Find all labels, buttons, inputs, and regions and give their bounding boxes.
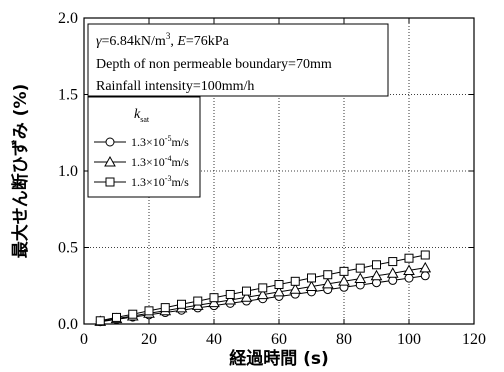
x-tick-label: 80 [336,331,352,348]
data-point-square [242,286,251,296]
legend-entry-2-exp: -4 [165,154,172,163]
gamma-symbol: γ [96,34,102,49]
legend-entry-1-exp: -5 [165,134,172,143]
x-tick-label: 100 [397,331,421,348]
data-point-square [258,283,268,293]
data-point-square [355,263,365,273]
data-point-triangle [419,261,432,273]
data-point-square [193,296,203,306]
E-symbol: E [176,34,186,49]
legend-entry-3-unit: m/s [171,175,189,189]
annotation-separator: , [170,34,177,49]
data-point-square [95,316,105,326]
annotation-box: γ=6.84kN/m3, E=76kPa Depth of non permea… [87,23,389,97]
y-axis-title: 最大せん断ひずみ (%) [10,84,31,259]
annotation-line-3: Rainfall intensity=100mm/h [96,79,254,94]
y-tick-label: 2.0 [58,10,78,27]
data-point-square [160,303,170,313]
gamma-exponent: 3 [166,31,171,41]
legend-entry-2-label: 1.3×10-4m/s [131,154,189,169]
data-point-triangle [240,291,253,302]
legend-markers [94,137,126,187]
data-point-square [177,299,186,309]
data-point-triangle [305,280,318,292]
x-tick-label: 20 [141,331,157,348]
x-axis-title: 経過時間 (s) [229,348,329,369]
data-point-triangle [321,277,334,289]
y-tick-label: 1.5 [58,87,78,104]
data-point-square [388,257,398,267]
data-point-square [420,250,430,260]
legend-entry-3-exp: -3 [165,174,172,183]
axis-ticks: 0 20 40 60 80 100 120 0.0 0.5 1.0 1.5 2.0 [58,10,486,348]
data-point-triangle [256,288,269,300]
legend: ksat 1.3×10-5m/s 1.3×10-4m/s 1.3×10-3m/s [87,96,201,198]
y-tick-label: 0.0 [58,316,78,333]
data-point-triangle [224,293,237,305]
data-series [94,250,432,327]
legend-entry-3-label: 1.3×10-3m/s [131,174,189,189]
legend-entry-1-label: 1.3×10-5m/s [131,134,189,149]
annotation-line-1: γ=6.84kN/m3, E=76kPa [96,31,230,49]
legend-entry-2-base: 1.3×10 [131,155,165,169]
data-point-triangle [354,272,367,284]
data-point-square [307,273,316,283]
x-tick-label: 120 [462,331,486,348]
data-point-square [209,293,219,303]
data-point-square [372,260,381,270]
E-value: =76kPa [186,34,230,49]
legend-marker-triangle [104,155,116,167]
legend-entry-2-unit: m/s [171,155,189,169]
x-tick-label: 0 [80,331,88,348]
data-point-triangle [338,275,350,286]
data-point-square [112,312,121,322]
data-point-square [339,266,349,276]
data-point-square [404,253,414,263]
gamma-value: =6.84kN/m [102,34,166,49]
data-point-square [144,306,154,316]
data-point-triangle [403,264,415,275]
legend-entry-3-base: 1.3×10 [131,175,165,189]
data-point-square [225,289,235,299]
legend-marker-square [105,177,115,187]
annotation-frame [87,23,389,97]
y-tick-label: 0.5 [58,240,78,257]
data-point-triangle [386,267,399,278]
data-point-triangle [273,285,285,297]
data-point-triangle [370,269,383,281]
legend-entry-1-unit: m/s [171,135,189,149]
data-point-square [128,309,138,319]
data-point-circle [420,271,430,281]
x-tick-label: 40 [206,331,222,348]
x-tick-label: 60 [271,331,287,348]
data-point-square [323,270,333,280]
legend-marker-circle [105,137,115,147]
data-point-square [274,280,284,290]
legend-title: ksat [134,107,150,124]
y-tick-label: 1.0 [58,163,78,180]
data-point-circle [404,273,414,283]
legend-title-sub: sat [140,115,150,124]
data-point-square [290,276,300,286]
annotation-line-2: Depth of non permeable boundary=70mm [96,57,332,72]
data-point-triangle [289,283,302,294]
legend-entry-1-base: 1.3×10 [131,135,165,149]
legend-title-main: k [134,107,141,122]
